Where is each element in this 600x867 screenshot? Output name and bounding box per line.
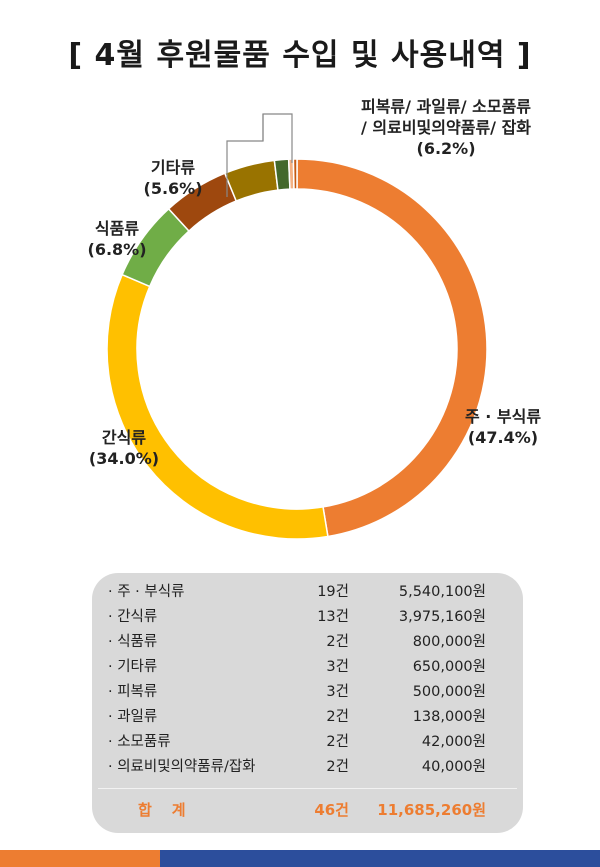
summary-table: · 주 · 부식류 19건 5,540,100원 · 간식류 13건 3,975… [92, 573, 523, 833]
label-group-line1: 피복류/ 과일류/ 소모품류 [360, 97, 532, 116]
row-count: 2건 [326, 759, 349, 775]
label-snack-pct: (34.0%) [88, 449, 160, 468]
label-snack: 간식류 (34.0%) [74, 427, 174, 469]
donut-chart [106, 113, 488, 540]
row-count: 3건 [326, 684, 349, 700]
donut-slice-6 [273, 158, 291, 191]
row-amount: 138,000원 [412, 709, 486, 725]
donut-slice-8 [292, 158, 298, 190]
label-food-name: 식품류 [94, 219, 140, 238]
row-name: · 과일류 [108, 709, 158, 725]
table-row: · 피복류 3건 500,000원 [92, 680, 523, 704]
total-amount: 11,685,260원 [377, 801, 486, 819]
donut-slice-1 [296, 158, 488, 538]
table-row: · 과일류 2건 138,000원 [92, 705, 523, 729]
label-etc-name: 기타류 [150, 158, 196, 177]
label-group-pct: (6.2%) [416, 139, 476, 158]
row-name: · 식품류 [108, 634, 158, 650]
row-count: 2건 [326, 709, 349, 725]
total-label: 합계 [138, 801, 206, 819]
row-amount: 800,000원 [412, 634, 486, 650]
label-food-pct: (6.8%) [87, 240, 147, 259]
total-count: 46건 [314, 801, 349, 819]
row-count: 2건 [326, 634, 349, 650]
row-amount: 3,975,160원 [398, 609, 486, 625]
table-row: · 간식류 13건 3,975,160원 [92, 605, 523, 629]
row-count: 3건 [326, 659, 349, 675]
footer-bar-blue [160, 850, 600, 867]
table-row: · 기타류 3건 650,000원 [92, 655, 523, 679]
row-name: · 간식류 [108, 609, 158, 625]
row-amount: 650,000원 [412, 659, 486, 675]
label-main-food-pct: (47.4%) [467, 428, 539, 447]
row-amount: 5,540,100원 [398, 584, 486, 600]
label-group: 피복류/ 과일류/ 소모품류 / 의료비및의약품류/ 잡화 (6.2%) [316, 96, 576, 159]
row-name: · 소모품류 [108, 734, 171, 750]
table-row: · 식품류 2건 800,000원 [92, 630, 523, 654]
table-row: · 주 · 부식류 19건 5,540,100원 [92, 580, 523, 604]
label-etc-pct: (5.6%) [143, 179, 203, 198]
label-etc: 기타류 (5.6%) [128, 157, 218, 199]
donut-slice-2 [106, 273, 329, 540]
row-count: 19건 [317, 584, 349, 600]
table-divider [98, 788, 517, 789]
row-name: · 주 · 부식류 [108, 584, 185, 600]
row-amount: 500,000원 [412, 684, 486, 700]
row-name: · 의료비및의약품류/잡화 [108, 759, 256, 775]
label-group-line2: / 의료비및의약품류/ 잡화 [360, 118, 532, 137]
table-row: · 소모품류 2건 42,000원 [92, 730, 523, 754]
label-main-food: 주 · 부식류 (47.4%) [448, 406, 558, 448]
total-row: 합계 46건 11,685,260원 [92, 796, 523, 824]
footer-bar-orange [0, 850, 160, 867]
row-name: · 피복류 [108, 684, 158, 700]
page-title: [ 4월 후원물품 수입 및 사용내역 ] [68, 38, 532, 73]
table-row: · 의료비및의약품류/잡화 2건 40,000원 [92, 755, 523, 779]
label-main-food-name: 주 · 부식류 [464, 407, 542, 426]
row-amount: 42,000원 [421, 734, 486, 750]
row-name: · 기타류 [108, 659, 158, 675]
label-snack-name: 간식류 [101, 428, 147, 447]
row-count: 13건 [317, 609, 349, 625]
row-count: 2건 [326, 734, 349, 750]
row-amount: 40,000원 [421, 759, 486, 775]
label-food: 식품류 (6.8%) [72, 218, 162, 260]
